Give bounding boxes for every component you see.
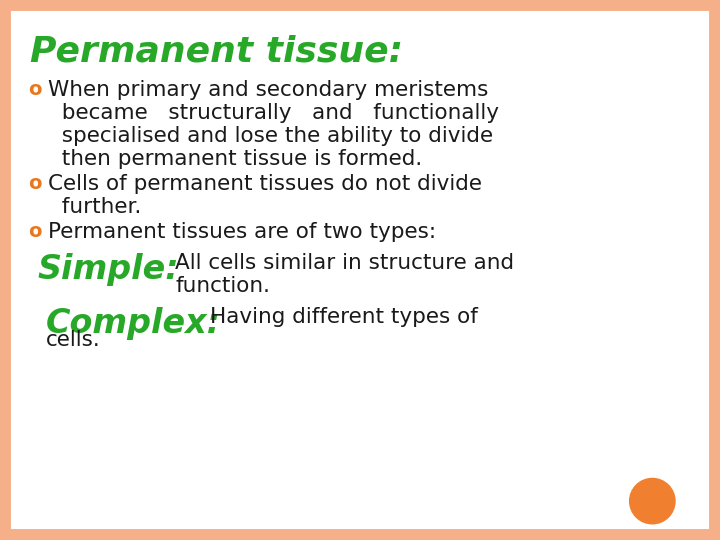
- Text: then permanent tissue is formed.: then permanent tissue is formed.: [48, 149, 422, 169]
- Text: specialised and lose the ability to divide: specialised and lose the ability to divi…: [48, 126, 493, 146]
- Text: cells.: cells.: [46, 330, 101, 350]
- Text: Complex:: Complex:: [46, 307, 221, 340]
- Text: Cells of permanent tissues do not divide: Cells of permanent tissues do not divide: [48, 174, 482, 194]
- Text: became   structurally   and   functionally: became structurally and functionally: [48, 103, 499, 123]
- Text: further.: further.: [48, 197, 141, 217]
- Text: Having different types of: Having different types of: [210, 307, 478, 327]
- Circle shape: [630, 478, 675, 524]
- Text: o: o: [28, 174, 42, 193]
- Text: When primary and secondary meristems: When primary and secondary meristems: [48, 80, 488, 100]
- Text: function.: function.: [175, 276, 270, 296]
- FancyBboxPatch shape: [4, 4, 716, 536]
- Text: Permanent tissue:: Permanent tissue:: [30, 35, 403, 69]
- Text: All cells similar in structure and: All cells similar in structure and: [175, 253, 514, 273]
- Text: Simple:: Simple:: [38, 253, 179, 286]
- Text: o: o: [28, 80, 42, 99]
- Text: Permanent tissues are of two types:: Permanent tissues are of two types:: [48, 222, 436, 242]
- Text: o: o: [28, 222, 42, 241]
